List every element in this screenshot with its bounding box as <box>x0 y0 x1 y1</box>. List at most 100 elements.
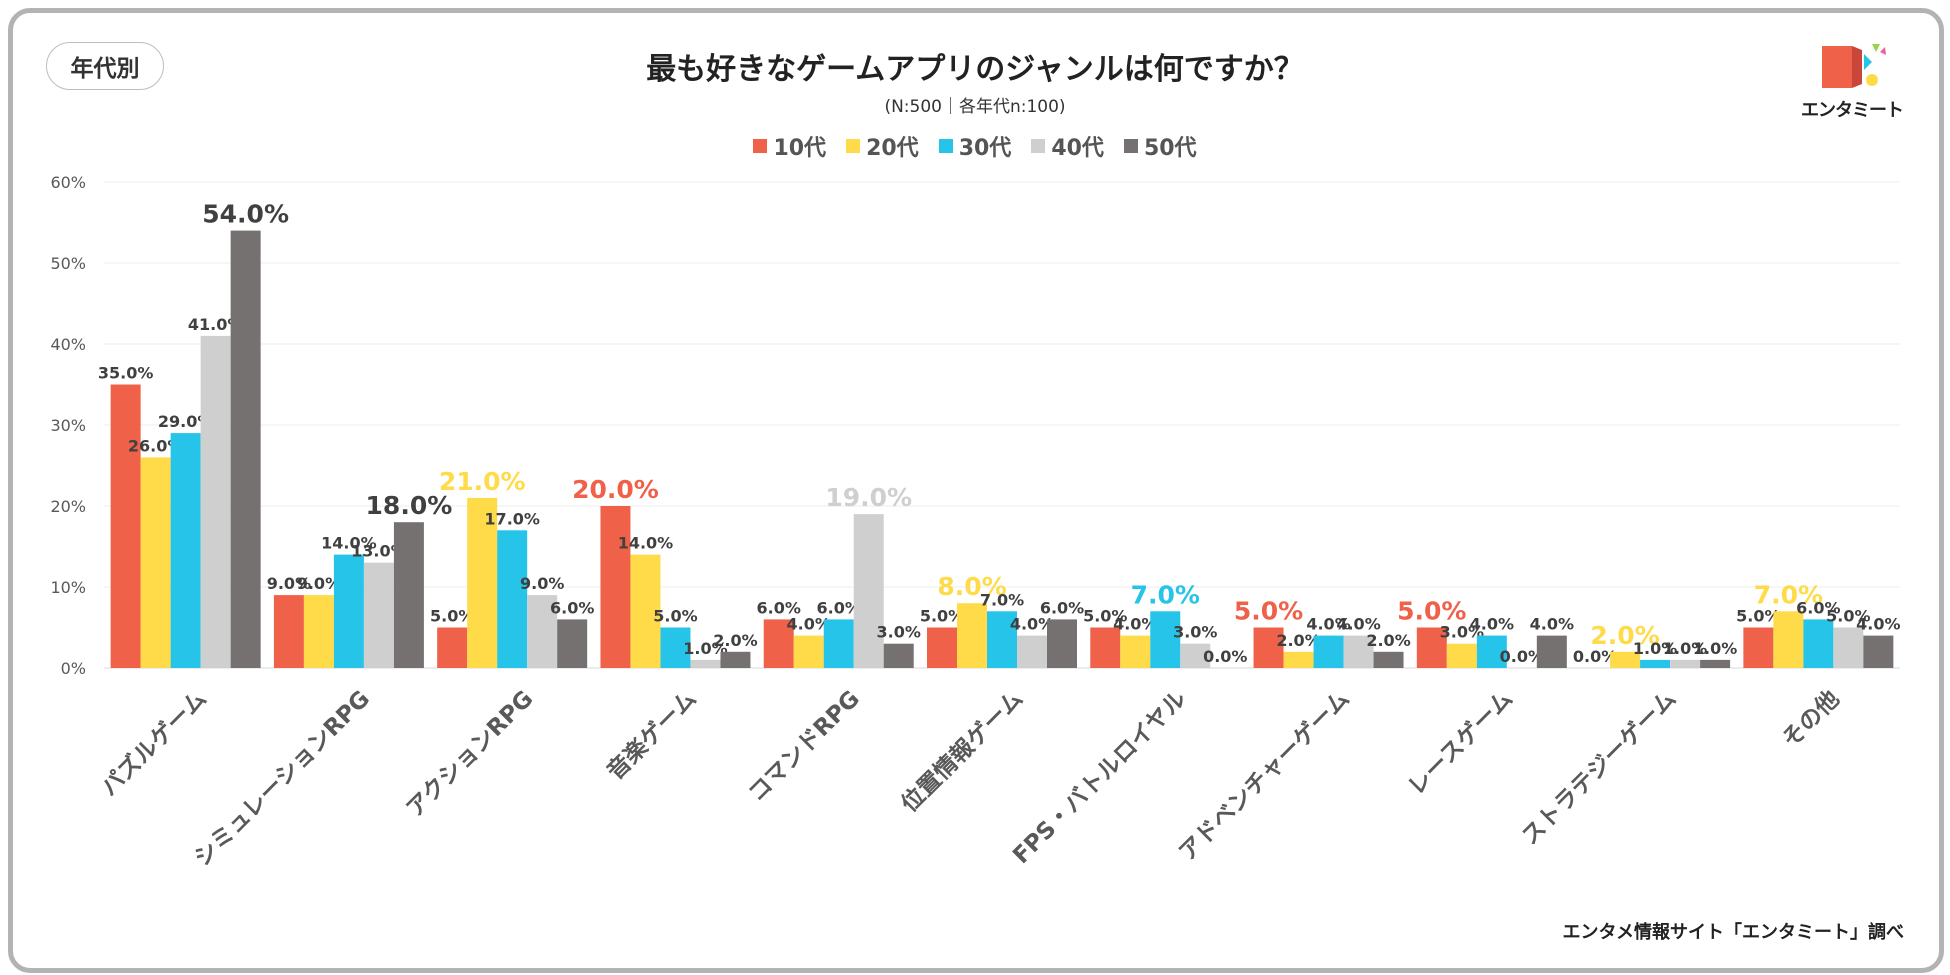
bar <box>1743 627 1774 668</box>
category-label: 音楽ゲーム <box>602 685 702 785</box>
data-label: 2.0% <box>1366 631 1410 650</box>
bar <box>1700 659 1731 668</box>
data-label: 1.0% <box>1633 639 1677 658</box>
legend-label: 10代 <box>773 136 827 161</box>
bar <box>957 603 987 668</box>
bar <box>1180 643 1211 668</box>
y-tick-label: 30% <box>50 416 86 435</box>
data-label: 1.0% <box>1663 639 1707 658</box>
data-label: 4.0% <box>1470 615 1514 634</box>
data-label: 6.0% <box>817 598 861 617</box>
data-label: 5.0% <box>1234 597 1303 626</box>
chart-frame <box>8 8 1944 973</box>
data-label: 1.0% <box>683 639 727 658</box>
bar <box>1416 627 1447 668</box>
bar <box>1773 611 1804 668</box>
bar <box>1017 635 1047 668</box>
legend-label: 20代 <box>866 136 919 161</box>
data-label: 1.0% <box>1693 639 1737 658</box>
data-label: 5.0% <box>920 607 964 626</box>
legend-swatch <box>938 139 953 153</box>
bar <box>660 627 691 668</box>
data-label: 4.0% <box>1856 615 1900 634</box>
bar <box>1120 635 1151 668</box>
age-group-badge: 年代別 <box>46 42 164 90</box>
data-label: 9.0% <box>520 574 564 593</box>
category-label: レースゲーム <box>1403 686 1518 801</box>
bar <box>1476 635 1507 668</box>
y-tick-label: 20% <box>50 497 86 516</box>
data-label: 35.0% <box>98 364 154 383</box>
bar <box>497 530 528 668</box>
category-label: パズルゲーム <box>96 685 212 801</box>
data-label: 4.0% <box>1530 615 1574 634</box>
data-label: 7.0% <box>1754 580 1823 609</box>
data-label: 5.0% <box>1397 597 1466 626</box>
legend-item-1: 20代 <box>846 130 919 162</box>
data-label: 6.0% <box>1796 598 1840 617</box>
data-label: 41.0% <box>188 315 244 334</box>
bar <box>1863 635 1894 668</box>
data-label: 54.0% <box>202 200 289 229</box>
data-label: 9.0% <box>297 574 341 593</box>
data-label: 26.0% <box>128 436 184 455</box>
category-label: 位置情報ゲーム <box>896 685 1028 817</box>
bar <box>793 635 824 668</box>
chart-legend: 10代 20代 30代 40代 50代 <box>0 130 1950 162</box>
data-label: 7.0% <box>1131 580 1200 609</box>
category-label: その他 <box>1777 686 1844 753</box>
bar <box>853 514 884 668</box>
bar <box>1313 635 1344 668</box>
data-label: 29.0% <box>158 412 214 431</box>
bar <box>1150 611 1181 668</box>
y-tick-label: 40% <box>50 335 86 354</box>
data-label: 3.0% <box>1173 623 1217 642</box>
source-note: エンタメ情報サイト「エンタミート」調べ <box>1562 922 1904 943</box>
bar <box>1047 619 1077 668</box>
data-label: 2.0% <box>1590 621 1659 650</box>
y-tick-label: 0% <box>61 659 86 678</box>
bar <box>110 384 141 668</box>
data-label: 0.0% <box>1203 647 1247 666</box>
data-label: 3.0% <box>1440 623 1484 642</box>
data-label: 4.0% <box>1010 615 1054 634</box>
data-label: 6.0% <box>1040 598 1084 617</box>
bar <box>987 611 1017 668</box>
legend-swatch <box>846 139 861 153</box>
bar <box>1446 643 1477 668</box>
bar <box>1343 635 1374 668</box>
data-label: 5.0% <box>1083 607 1127 626</box>
bar <box>467 497 498 668</box>
data-label: 19.0% <box>825 483 912 512</box>
bar <box>823 619 854 668</box>
bar <box>927 627 957 668</box>
bar <box>1670 659 1701 668</box>
legend-swatch <box>1123 139 1138 153</box>
data-label: 4.0% <box>787 615 831 634</box>
legend-item-2: 30代 <box>938 130 1011 162</box>
legend-item-3: 40代 <box>1031 130 1104 162</box>
bar <box>437 627 468 668</box>
bar <box>1833 627 1864 668</box>
data-label: 21.0% <box>439 467 526 496</box>
bar <box>1610 651 1641 668</box>
bar <box>600 506 631 668</box>
data-label: 13.0% <box>351 542 407 561</box>
data-label: 5.0% <box>1736 607 1780 626</box>
y-tick-label: 60% <box>50 173 86 192</box>
bar <box>1090 627 1121 668</box>
logo-text: エンタミート <box>1801 100 1904 121</box>
bar <box>557 619 588 668</box>
data-label: 8.0% <box>937 572 1006 601</box>
data-label: 4.0% <box>1336 615 1380 634</box>
data-label: 3.0% <box>877 623 921 642</box>
category-label: アクションRPG <box>402 686 539 823</box>
legend-swatch <box>753 139 768 153</box>
category-label: ストラテジーゲーム <box>1517 686 1681 850</box>
y-tick-label: 50% <box>50 254 86 273</box>
bar <box>883 643 914 668</box>
data-label: 17.0% <box>484 509 540 528</box>
bar <box>170 433 201 668</box>
data-label: 9.0% <box>267 574 311 593</box>
data-label: 2.0% <box>713 631 757 650</box>
